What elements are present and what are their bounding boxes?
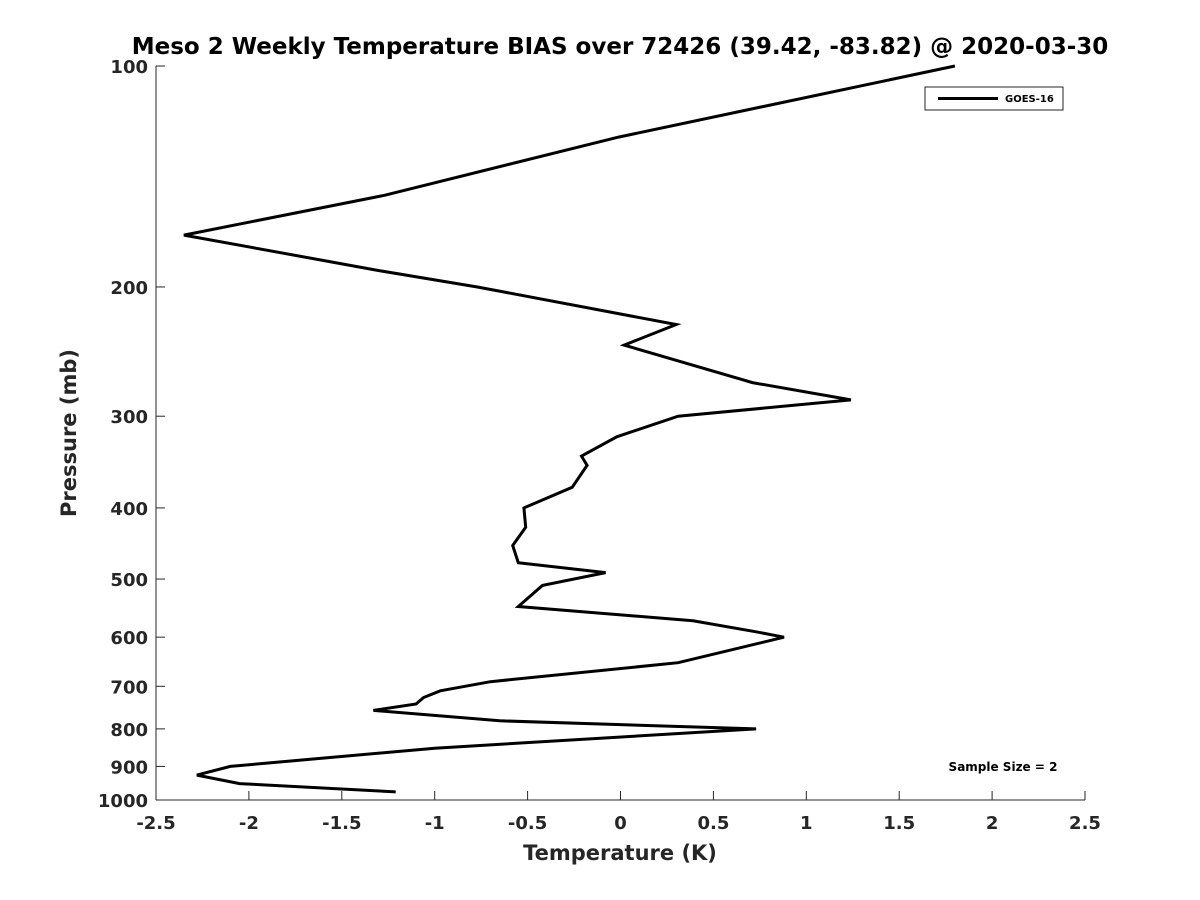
- y-tick-label: 300: [110, 407, 148, 428]
- x-tick-label: -2: [239, 813, 259, 834]
- series-line-goes-16: [183, 64, 956, 794]
- x-tick-label: -1: [425, 813, 445, 834]
- y-ticks: 100 200 300 400 500 600 700 800 900 1000: [98, 57, 165, 812]
- sample-size-annotation: Sample Size = 2: [949, 760, 1058, 774]
- y-axis-label: Pressure (mb): [57, 349, 81, 517]
- y-tick-label: 1000: [98, 791, 148, 812]
- x-tick-label: -2.5: [136, 813, 175, 834]
- x-tick-label: 1.5: [883, 813, 915, 834]
- x-tick-label: 0: [614, 813, 627, 834]
- y-tick-label: 400: [110, 499, 148, 520]
- y-tick-label: 600: [110, 628, 148, 649]
- x-tick-label: 0.5: [697, 813, 729, 834]
- plot-area: [155, 66, 1085, 801]
- y-tick-label: 100: [110, 57, 148, 78]
- x-tick-label: 2: [986, 813, 999, 834]
- legend: GOES-16: [924, 86, 1064, 111]
- x-tick-label: 1: [800, 813, 813, 834]
- x-tick-label: 2.5: [1069, 813, 1101, 834]
- y-tick-label: 500: [110, 570, 148, 591]
- y-tick-label: 700: [110, 677, 148, 698]
- y-tick-label: 900: [110, 757, 148, 778]
- x-ticks: -2.5 -2 -1.5 -1 -0.5 0 0.5 1 1.5 2 2.5: [136, 791, 1101, 834]
- legend-entry-goes-16: GOES-16: [1005, 94, 1054, 105]
- x-axis-label: Temperature (K): [523, 841, 717, 865]
- x-tick-label: -0.5: [508, 813, 547, 834]
- y-tick-label: 800: [110, 720, 148, 741]
- y-tick-label: 200: [110, 278, 148, 299]
- x-tick-label: -1.5: [322, 813, 361, 834]
- chart-title: Meso 2 Weekly Temperature BIAS over 7242…: [132, 34, 1109, 60]
